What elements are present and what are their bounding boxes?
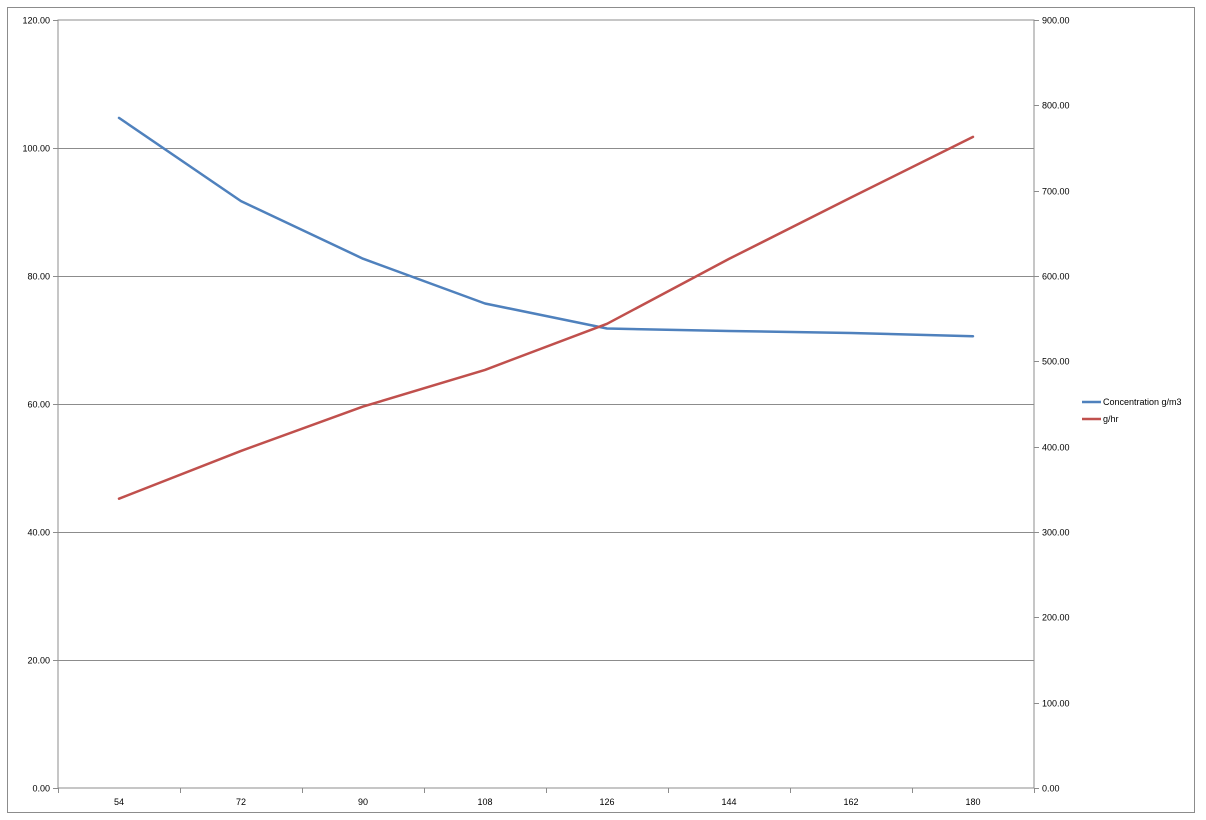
right-tick-label: 0.00 xyxy=(1042,784,1060,794)
legend: Concentration g/m3 g/hr xyxy=(1082,397,1182,424)
right-tick-label: 800.00 xyxy=(1042,101,1070,111)
x-tick-label: 54 xyxy=(114,797,124,807)
right-tick-label: 900.00 xyxy=(1042,16,1070,26)
right-axis-ticks: 0.00 100.00 200.00 300.00 400.00 500.00 600.00… xyxy=(1034,16,1070,794)
left-tick-label: 40.00 xyxy=(27,528,50,538)
left-tick-label: 80.00 xyxy=(27,272,50,282)
right-tick-label: 200.00 xyxy=(1042,613,1070,623)
legend-label-2: g/hr xyxy=(1103,414,1119,424)
x-tick-label: 144 xyxy=(721,797,736,807)
left-tick-label: 100.00 xyxy=(22,144,50,154)
x-axis-ticks: 54 72 90 108 126 144 162 180 xyxy=(58,788,1035,807)
series-line-2 xyxy=(117,135,975,500)
right-tick-label: 600.00 xyxy=(1042,272,1070,282)
x-tick-label: 180 xyxy=(965,797,980,807)
x-tick-label: 108 xyxy=(477,797,492,807)
left-tick-label: 60.00 xyxy=(27,400,50,410)
x-tick-label: 162 xyxy=(843,797,858,807)
x-tick-label: 72 xyxy=(236,797,246,807)
series-lines xyxy=(117,116,975,500)
chart-frame xyxy=(7,7,1195,813)
series-line-1 xyxy=(117,116,975,338)
right-tick-label: 300.00 xyxy=(1042,528,1070,538)
gridlines xyxy=(58,148,1034,661)
right-tick-label: 700.00 xyxy=(1042,187,1070,197)
right-tick-label: 400.00 xyxy=(1042,443,1070,453)
legend-label-1: Concentration g/m3 xyxy=(1103,397,1182,407)
left-tick-label: 120.00 xyxy=(22,16,50,26)
x-tick-label: 90 xyxy=(358,797,368,807)
left-axis-ticks: 0.00 20.00 40.00 60.00 80.00 100.00 120.00 xyxy=(22,16,58,794)
left-tick-label: 20.00 xyxy=(27,656,50,666)
left-tick-label: 0.00 xyxy=(32,784,50,794)
right-tick-label: 500.00 xyxy=(1042,357,1070,367)
x-tick-label: 126 xyxy=(599,797,614,807)
right-tick-label: 100.00 xyxy=(1042,699,1070,709)
